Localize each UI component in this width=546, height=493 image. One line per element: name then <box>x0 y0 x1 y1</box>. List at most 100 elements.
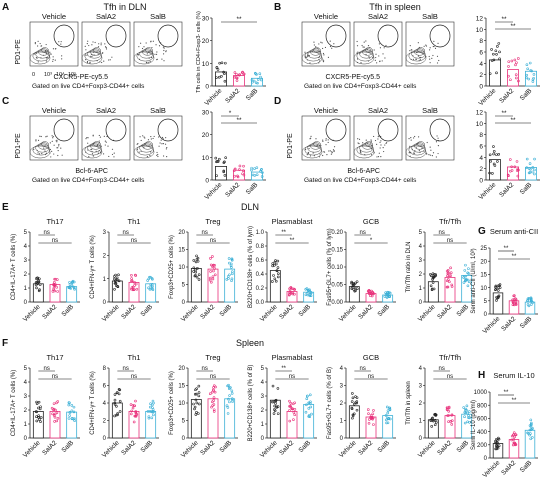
data-point <box>449 274 452 277</box>
data-point <box>384 418 388 422</box>
event-dot <box>84 45 86 47</box>
y-tick-label: 0.6 <box>256 258 265 264</box>
event-dot <box>414 150 416 152</box>
panel-letter-G: G <box>478 226 486 237</box>
y-tick-label: 20 <box>480 259 487 265</box>
sig-label: ** <box>281 230 286 236</box>
event-dot <box>309 62 311 64</box>
sig-label: ns <box>52 238 58 244</box>
event-dot <box>376 62 378 64</box>
data-point <box>447 414 450 417</box>
contour <box>310 48 322 56</box>
event-dot <box>368 56 370 58</box>
data-point <box>218 61 221 65</box>
data-point <box>208 276 212 280</box>
data-point <box>212 396 216 399</box>
bar <box>128 281 140 303</box>
data-point <box>238 73 241 77</box>
x-tick-label: SalA2 <box>436 439 453 456</box>
event-dot <box>315 46 317 48</box>
sig-label: ns <box>43 230 49 236</box>
data-point <box>194 398 198 402</box>
event-dot <box>411 51 413 53</box>
data-point <box>113 288 116 291</box>
event-dot <box>111 56 113 58</box>
data-point <box>276 387 280 390</box>
data-point <box>147 415 151 418</box>
event-dot <box>307 55 309 57</box>
gate <box>105 24 127 48</box>
y-tick-label: 0 <box>261 436 265 442</box>
x-tick-label: Vehicle <box>417 439 437 459</box>
event-dot <box>308 144 310 147</box>
data-point <box>134 399 137 403</box>
event-dot <box>57 147 59 149</box>
x-tick-label: SalB <box>519 87 534 102</box>
data-point <box>511 303 515 306</box>
bar <box>524 301 536 315</box>
event-dot <box>416 143 418 145</box>
bar <box>508 439 520 459</box>
flow-col-label: Vehicle <box>314 106 338 115</box>
data-point <box>513 58 517 62</box>
event-dot <box>136 148 138 151</box>
sig-label: * <box>370 238 373 244</box>
y-tick-label: 0.2 <box>256 286 265 292</box>
event-dot <box>158 45 161 47</box>
y-tick-label: 0 <box>103 436 107 442</box>
data-point <box>288 409 291 412</box>
data-point <box>529 437 533 441</box>
data-point <box>431 281 435 284</box>
data-point <box>491 172 494 175</box>
data-point <box>387 290 391 294</box>
event-dot <box>103 135 105 137</box>
event-dot <box>49 142 51 144</box>
event-dot <box>408 138 410 140</box>
data-point <box>213 267 216 270</box>
data-point <box>115 284 118 288</box>
sig-label: ns <box>368 374 374 380</box>
event-dot <box>410 49 412 51</box>
event-dot <box>429 58 431 60</box>
data-point <box>514 433 518 437</box>
y-tick-label: 4 <box>419 366 423 372</box>
event-dot <box>142 50 144 52</box>
event-dot <box>85 49 87 51</box>
data-point <box>147 286 150 290</box>
data-point <box>230 392 234 395</box>
event-dot <box>40 135 42 138</box>
data-point <box>38 283 42 286</box>
event-dot <box>45 136 47 138</box>
event-dot <box>89 55 92 57</box>
data-point <box>276 266 280 269</box>
data-point <box>233 174 236 178</box>
y-tick-label: 3 <box>24 394 28 400</box>
contour <box>301 145 323 159</box>
data-point <box>531 427 534 430</box>
event-dot <box>437 145 440 147</box>
data-point <box>350 400 354 403</box>
data-point <box>289 401 293 405</box>
event-dot <box>318 62 320 64</box>
data-point <box>450 413 454 417</box>
data-point <box>272 412 276 415</box>
contour <box>411 143 426 153</box>
data-point <box>497 436 500 440</box>
data-point <box>227 397 230 401</box>
data-point <box>528 428 532 432</box>
data-point <box>530 69 533 73</box>
data-point <box>528 433 531 437</box>
sig-label: ** <box>290 238 295 244</box>
event-dot <box>49 51 51 53</box>
y-tick-label: 0.4 <box>256 272 265 278</box>
data-point <box>492 150 496 153</box>
data-point <box>526 303 530 306</box>
event-dot <box>330 153 333 155</box>
data-point <box>494 49 498 53</box>
event-dot <box>364 153 366 156</box>
event-dot <box>318 58 320 61</box>
event-dot <box>47 50 49 52</box>
data-point <box>194 268 197 272</box>
data-point <box>434 421 438 424</box>
data-point <box>306 394 309 398</box>
